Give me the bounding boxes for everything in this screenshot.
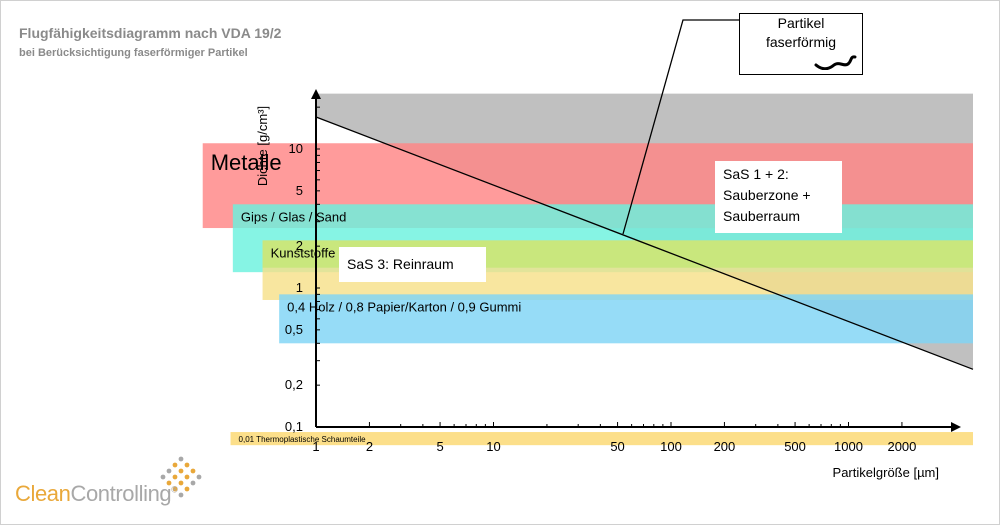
x-axis-label: Partikelgröße [µm]: [833, 465, 939, 480]
y-tick-label: 2: [296, 238, 303, 253]
x-tick-label: 2000: [887, 439, 916, 454]
boundary-line: [315, 116, 974, 370]
callout-line-1: Partikel: [777, 15, 825, 31]
material-label-3: Kunststoffe: [271, 245, 336, 260]
brand-dot: [172, 462, 178, 468]
x-tick-label: 1: [312, 439, 319, 454]
brand-part-1: Clean: [15, 481, 71, 506]
brand-dot: [160, 474, 166, 480]
material-label-5: 0,01 Thermoplastische Schaumteile: [239, 435, 367, 444]
sas12-line-1: SaS 1 + 2:: [723, 166, 789, 182]
brand-dot: [190, 480, 196, 486]
x-axis-arrow: [951, 422, 961, 432]
brand-dot: [184, 462, 190, 468]
fiber-particle-callout: Partikel faserförmig: [739, 13, 863, 75]
brand-dot: [190, 468, 196, 474]
y-axis-arrow: [311, 89, 321, 99]
chart-title: Flugfähigkeitsdiagramm nach VDA 19/2: [19, 25, 282, 41]
chart-subtitle: bei Berücksichtigung faserförmiger Parti…: [19, 47, 248, 59]
brand-dot: [178, 468, 184, 474]
x-tick-label: 50: [610, 439, 624, 454]
brand-dot: [178, 492, 184, 498]
brand-dot: [172, 486, 178, 492]
brand-dot: [184, 486, 190, 492]
y-tick-label: 10: [289, 141, 303, 156]
material-label-2: Gips / Glas / Sand: [241, 209, 347, 224]
y-tick-label: 1: [296, 280, 303, 295]
brand-dot: [166, 468, 172, 474]
x-tick-label: 10: [486, 439, 500, 454]
brand-logo: CleanControlling®: [15, 481, 178, 507]
y-tick-label: 5: [296, 183, 303, 198]
y-tick-label: 0,2: [285, 377, 303, 392]
material-band-5: [230, 432, 973, 446]
brand-part-2: Controlling: [70, 481, 172, 506]
x-tick-label: 200: [714, 439, 736, 454]
y-tick-label: 0,5: [285, 322, 303, 337]
brand-dot: [178, 456, 184, 462]
sas-1-2-zone-label: SaS 1 + 2: Sauberzone + Sauberraum: [715, 161, 842, 233]
material-band-4: [279, 294, 973, 344]
brand-dot: [184, 474, 190, 480]
material-label-1: Metalle: [211, 150, 282, 175]
y-axis-label: Dichte [g/cm³]: [255, 106, 270, 186]
brand-diamond-dots-icon: [160, 456, 202, 498]
material-label-4: 0,4 Holz / 0,8 Papier/Karton / 0,9 Gummi: [287, 299, 521, 314]
brand-dot: [196, 474, 202, 480]
x-tick-label: 500: [784, 439, 806, 454]
sas12-line-2: Sauberzone +: [723, 187, 811, 203]
brand-dot: [172, 474, 178, 480]
sas12-line-3: Sauberraum: [723, 208, 801, 224]
callout-pointer-line: [622, 19, 739, 235]
brand-dot: [166, 480, 172, 486]
fiber-squiggle-icon: [814, 55, 857, 70]
brand-dot: [178, 480, 184, 486]
x-tick-label: 2: [366, 439, 373, 454]
x-tick-label: 1000: [834, 439, 863, 454]
sas-3-zone-label: SaS 3: Reinraum: [339, 247, 486, 282]
x-tick-label: 100: [660, 439, 682, 454]
y-tick-label: 0,1: [285, 419, 303, 434]
callout-line-2: faserförmig: [765, 34, 837, 50]
brand-registered-mark: ®: [171, 484, 178, 495]
x-tick-label: 5: [436, 439, 443, 454]
